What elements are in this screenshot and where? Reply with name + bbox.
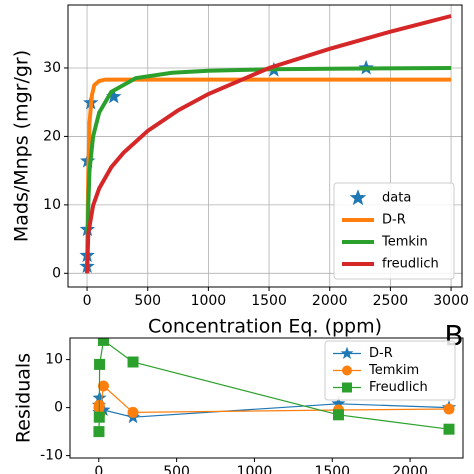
- marker-circle: [342, 365, 352, 376]
- marker-star: [331, 396, 346, 410]
- x-tick-label: 1500: [314, 464, 350, 474]
- legend-label: D-R: [382, 213, 406, 228]
- y-tick-label: 30: [43, 60, 61, 76]
- plot-area: [91, 338, 457, 438]
- marker-circle: [97, 380, 109, 392]
- legend-label: D-R: [369, 346, 393, 361]
- x-tick-label: 2000: [312, 293, 348, 309]
- legend-box: [333, 182, 455, 280]
- x-tick-label: 2000: [392, 464, 428, 474]
- marker-square: [97, 338, 109, 346]
- legend-label: Freudlich: [369, 380, 428, 395]
- y-tick-label: 10: [45, 352, 63, 368]
- marker-star: [106, 88, 122, 104]
- legend-label: data: [382, 191, 411, 206]
- legend: D-R Temkim Freudlich: [324, 340, 456, 401]
- marker-circle: [127, 406, 139, 418]
- y-tick-label: -10: [40, 448, 63, 464]
- y-tick-label: 0: [52, 265, 61, 281]
- x-tick-label: 0: [83, 293, 92, 309]
- marker-square: [342, 382, 352, 393]
- marker-circle: [443, 403, 455, 415]
- x-tick-label: 1000: [237, 464, 273, 474]
- series-line: [98, 397, 450, 418]
- x-tick-label: 500: [163, 464, 190, 474]
- x-tick-label: 2500: [373, 293, 409, 309]
- x-axis-label: Concentration Eq. (ppm): [148, 316, 382, 338]
- x-tick-label: 1500: [251, 293, 287, 309]
- marker-square: [94, 358, 106, 370]
- chart-panel: 0 500 1000 1500 2000 -10 0 10 Residuals D-R Temkim…: [13, 337, 464, 474]
- marker-square: [93, 426, 105, 438]
- marker-star: [349, 189, 367, 206]
- x-tick-label: 3000: [433, 293, 469, 309]
- y-axis-label: Residuals: [13, 353, 35, 443]
- chart-panel: 0 500 1000 1500 2000 2500 3000 0 10 20 30 Concentra…: [11, 4, 469, 352]
- marker-star: [340, 346, 354, 359]
- marker-square: [93, 411, 105, 423]
- legend-label: Temkin: [381, 235, 428, 250]
- y-axis-label: Mads/Mnps (mgr/gr): [11, 50, 33, 242]
- legend: data D-R Temkin freudlich: [333, 182, 455, 280]
- legend-label: freudlich: [382, 257, 439, 272]
- marker-square: [332, 409, 344, 421]
- y-tick-label: 20: [43, 128, 61, 144]
- y-tick-label: 10: [43, 197, 61, 213]
- legend-label: Temkim: [368, 363, 419, 378]
- x-tick-label: 0: [94, 464, 103, 474]
- plot-area: [79, 14, 452, 274]
- x-tick-label: 500: [134, 293, 161, 309]
- axes-frame: [69, 337, 464, 459]
- x-tick-label: 1000: [191, 293, 227, 309]
- marker-square: [443, 423, 455, 435]
- series-line: [85, 14, 452, 274]
- legend-box: [324, 340, 456, 401]
- y-tick-label: 0: [54, 400, 63, 416]
- axes-frame: [67, 4, 463, 288]
- marker-square: [127, 356, 139, 368]
